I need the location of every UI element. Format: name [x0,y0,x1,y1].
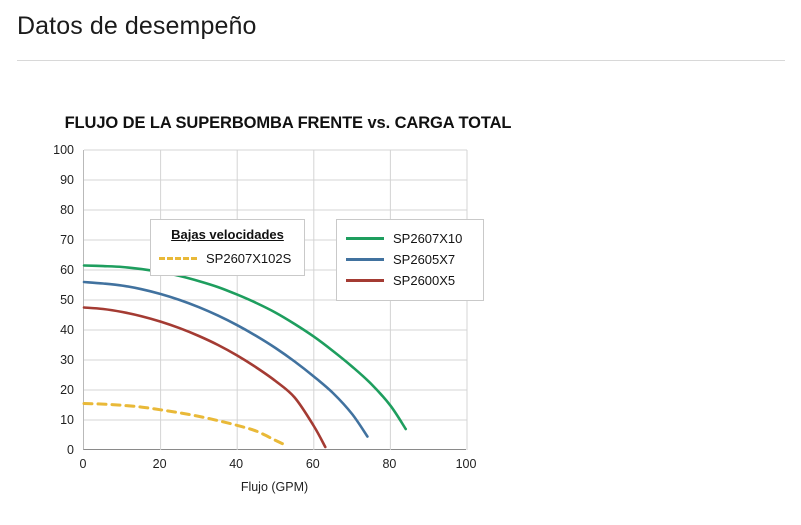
curve-sp2607x102s [82,402,285,446]
curve-sp2605x7 [82,280,369,438]
x-axis-tick-label: 0 [79,457,87,471]
legend-item: SP2607X102S [159,248,296,269]
y-axis-tick-label: 30 [60,353,74,367]
legend-line-swatch-icon [346,279,384,282]
legend-models: SP2607X10 SP2605X7 SP2600X5 [336,219,484,301]
pump-performance-chart: FLUJO DE LA SUPERBOMBA FRENTE vs. CARGA … [0,62,801,525]
chart-title: FLUJO DE LA SUPERBOMBA FRENTE vs. CARGA … [64,114,512,132]
legend-item-label: SP2600X5 [393,273,456,288]
legend-item: SP2600X5 [346,270,473,291]
x-axis-tick-label: 40 [229,457,244,471]
legend-low-speeds-heading: Bajas velocidades [171,227,284,242]
legend-item-label: SP2607X10 [393,231,463,246]
y-axis-tick-label: 70 [60,233,74,247]
header-divider [17,60,785,61]
y-axis-tick-label: 50 [60,293,74,307]
legend-item: SP2605X7 [346,249,473,270]
plot-curves [82,149,468,450]
legend-item: SP2607X10 [346,228,473,249]
legend-line-swatch-icon [346,258,384,261]
x-axis-tick-label: 20 [152,457,167,471]
legend-line-swatch-icon [159,257,197,260]
x-axis-tick-label: 60 [305,457,320,471]
y-axis-tick-label: 90 [60,173,74,187]
page-header: Datos de desempeño [0,0,801,62]
y-axis-tick-label: 80 [60,203,74,217]
y-axis-tick-label: 20 [60,383,74,397]
y-axis-tick-label: 60 [60,263,74,277]
y-axis-tick-label: 0 [67,443,74,457]
page-title: Datos de desempeño [17,12,257,40]
x-axis-tick-label: 80 [382,457,397,471]
legend-line-swatch-icon [346,237,384,240]
x-axis-tick-label: 100 [455,457,477,471]
curve-sp2600x5 [82,306,327,449]
x-axis-title: Flujo (GPM) [240,480,309,494]
y-axis-tick-label: 40 [60,323,74,337]
y-axis-tick-label: 100 [53,143,74,157]
curve-sp2607x10 [82,264,408,431]
legend-item-label: SP2607X102S [206,251,292,266]
y-axis-tick-label: 10 [60,413,74,427]
legend-item-label: SP2605X7 [393,252,456,267]
legend-low-speeds: Bajas velocidades SP2607X102S [150,219,305,276]
